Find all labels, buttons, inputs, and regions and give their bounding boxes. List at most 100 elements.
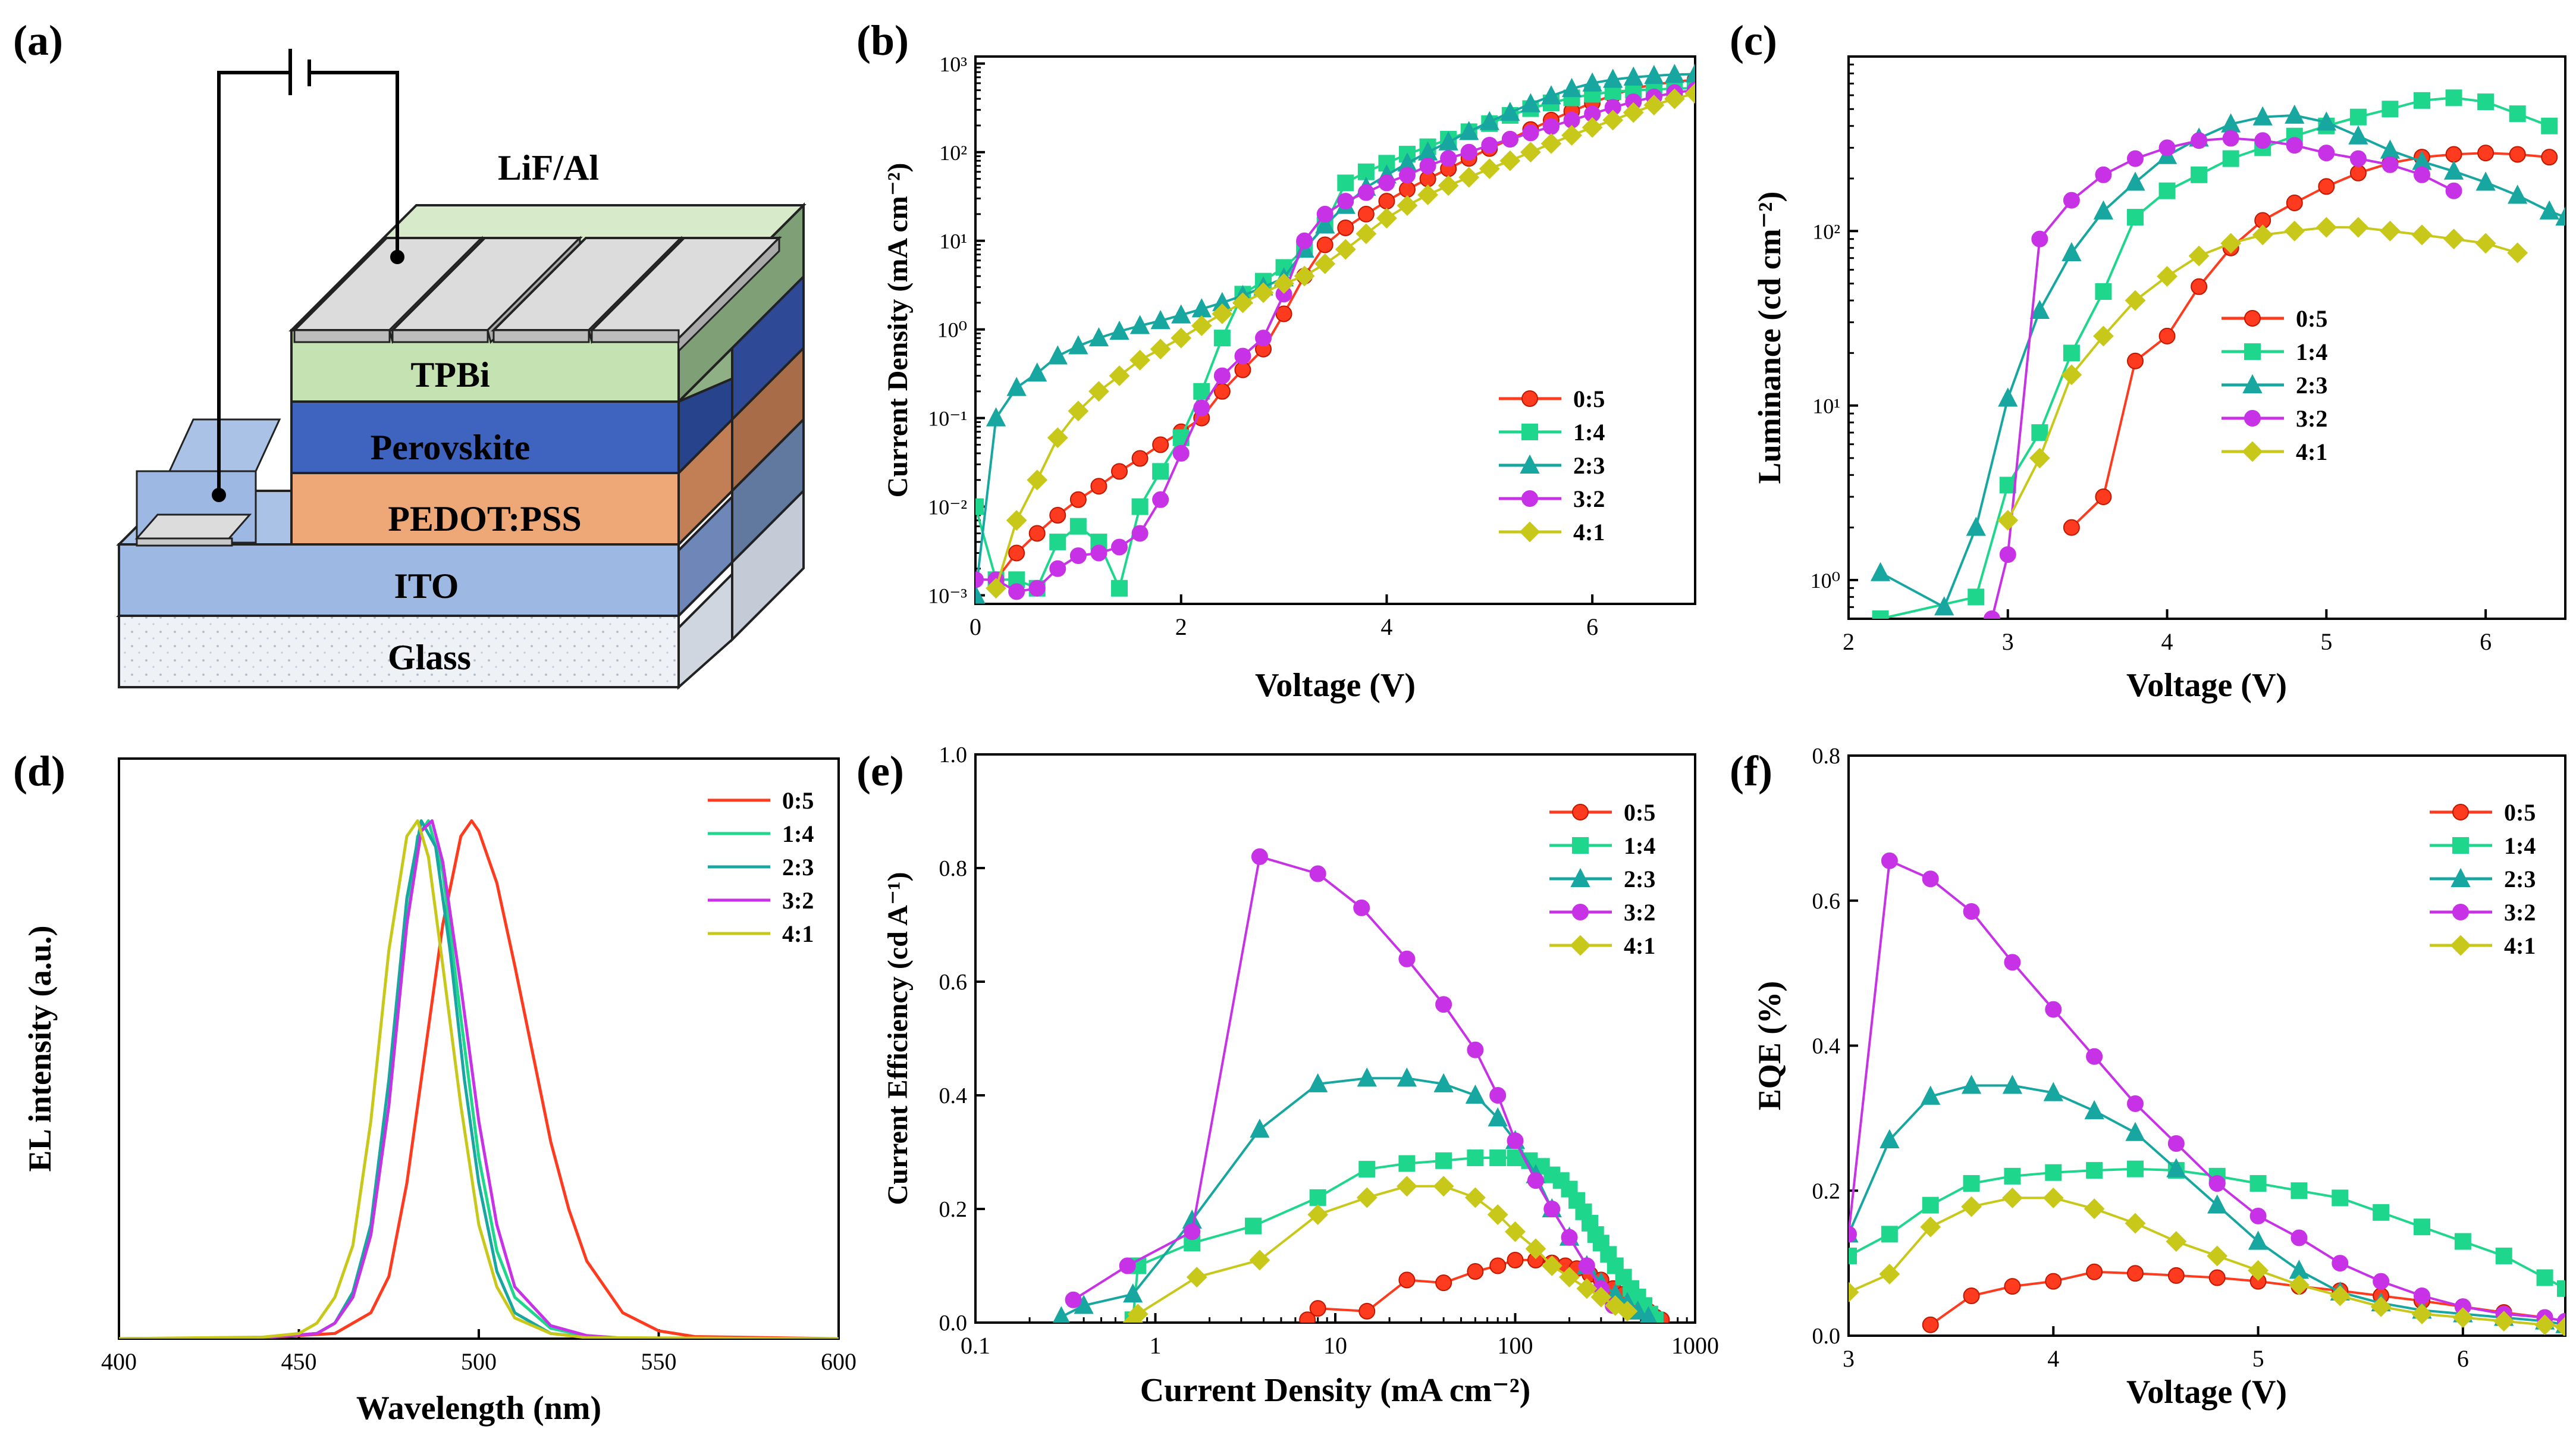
data-point-4-1 — [1186, 1267, 1207, 1288]
data-point-4-1 — [1417, 184, 1438, 205]
data-point-2-3 — [1961, 1075, 1982, 1094]
data-point-3-2 — [1357, 184, 1375, 201]
data-point-3-2 — [1337, 193, 1354, 210]
data-point-3-2 — [1467, 1041, 1484, 1058]
data-point-4-1 — [1520, 142, 1541, 163]
legend: 0:5 1:4 2:3 3:2 4:1 — [708, 787, 814, 947]
data-point-2-3 — [2539, 200, 2559, 220]
data-point-1-4 — [1968, 588, 1985, 606]
data-point-1-4 — [2557, 1280, 2565, 1297]
data-point-2-3 — [2125, 171, 2145, 191]
data-point-1-4 — [2495, 1247, 2512, 1264]
data-point-4-1 — [1559, 1267, 1580, 1288]
y-tick-label: 1.0 — [939, 743, 968, 768]
data-point-1-4 — [975, 498, 984, 515]
data-point-2-3 — [1171, 304, 1191, 324]
data-point-1-4 — [2291, 1182, 2308, 1199]
data-point-4-1 — [1617, 1301, 1638, 1322]
data-point-0-5 — [1309, 1300, 1326, 1317]
data-point-4-1 — [1525, 1238, 1546, 1260]
data-point-0-5 — [2167, 1267, 2185, 1284]
legend-label: 1:4 — [2296, 339, 2327, 365]
data-point-4-1 — [1396, 1176, 1417, 1197]
data-point-2-3 — [1870, 562, 1891, 581]
data-point-2-3 — [1921, 1085, 1941, 1105]
data-point-2-3 — [2475, 171, 2496, 191]
data-point-1-4 — [1467, 1149, 1484, 1167]
legend-marker — [2244, 343, 2261, 360]
data-point-3-2 — [1172, 444, 1190, 462]
data-point-2-3 — [975, 584, 986, 604]
data-point-2-3 — [1966, 516, 1986, 536]
legend-marker — [2452, 804, 2469, 820]
data-point-0-5 — [1131, 450, 1149, 467]
data-point-4-1 — [2207, 1245, 2228, 1267]
data-point-3-2 — [1507, 1132, 1524, 1149]
data-point-4-1 — [1356, 1187, 1378, 1208]
series-line-2-3 — [1880, 114, 2565, 609]
data-point-4-1 — [2411, 224, 2433, 246]
data-point-3-2 — [1213, 367, 1231, 384]
legend-label: 3:2 — [782, 887, 814, 914]
data-point-4-1 — [1027, 469, 1048, 491]
legend-label: 1:4 — [2504, 832, 2536, 859]
x-tick-label: 6 — [1586, 613, 1598, 640]
data-point-3-2 — [2373, 1273, 2390, 1290]
data-point-3-2 — [1353, 899, 1370, 916]
data-point-4-1 — [2380, 220, 2401, 242]
label-ito: ITO — [394, 566, 459, 606]
data-point-4-1 — [1376, 208, 1397, 229]
data-point-4-1 — [2452, 1307, 2474, 1328]
data-point-4-1 — [1433, 1176, 1454, 1197]
data-point-4-1 — [1335, 239, 1356, 260]
y-tick-label: 0.2 — [939, 1197, 968, 1222]
data-point-2-3 — [1465, 1084, 1486, 1104]
data-point-1-4 — [2382, 101, 2399, 118]
data-point-1-4 — [2127, 1160, 2144, 1177]
legend-marker — [1519, 521, 1540, 543]
data-point-4-1 — [2042, 1188, 2064, 1208]
data-point-4-1 — [1109, 365, 1130, 386]
x-axis-title: Voltage (V) — [2126, 1374, 2287, 1411]
data-point-3-2 — [2349, 150, 2367, 167]
x-tick-label: 4 — [2161, 628, 2173, 655]
series-line-0-5 — [2070, 152, 2550, 529]
data-point-1-4 — [2349, 108, 2367, 126]
y-axis-title: Current Density (mA cm⁻²) — [882, 163, 914, 498]
data-point-4-1 — [1129, 349, 1150, 371]
data-point-1-4 — [1963, 1175, 1980, 1192]
data-point-4-1 — [1273, 273, 1294, 294]
data-point-1-4 — [2086, 1162, 2103, 1179]
data-point-4-1 — [2370, 1296, 2392, 1317]
data-point-4-1 — [1487, 1204, 1508, 1225]
battery-circuit — [217, 49, 399, 494]
data-point-4-1 — [2555, 1316, 2565, 1336]
data-point-2-3 — [1250, 1119, 1270, 1138]
data-point-0-5 — [1507, 1251, 1524, 1268]
legend-label: 1:4 — [782, 820, 814, 847]
x-tick-label: 10 — [1323, 1332, 1347, 1359]
data-point-1-4 — [2332, 1189, 2349, 1207]
y-tick-label: 0.4 — [939, 1083, 968, 1108]
data-point-4-1 — [1961, 1196, 1982, 1217]
legend-marker — [2244, 410, 2261, 427]
data-point-4-1 — [1540, 133, 1562, 154]
data-point-0-5 — [1028, 525, 1046, 542]
data-point-4-1 — [1623, 102, 1644, 123]
data-point-2-3 — [1047, 345, 1068, 365]
data-point-1-4 — [1337, 174, 1354, 192]
series-line-3-2 — [1991, 137, 2455, 619]
data-point-2-3 — [2285, 104, 2305, 124]
x-axis-title: Voltage (V) — [2126, 667, 2287, 704]
x-tick-label: 2 — [1175, 613, 1187, 640]
legend-label: 3:2 — [1573, 485, 1605, 512]
x-tick-label: 0.1 — [961, 1332, 990, 1359]
data-point-1-4 — [2541, 117, 2558, 134]
data-point-4-1 — [1232, 292, 1253, 314]
data-point-3-2 — [2127, 1095, 2144, 1112]
data-point-1-4 — [2158, 182, 2176, 199]
data-point-4-1 — [2093, 325, 2114, 347]
data-point-1-4 — [1213, 330, 1231, 347]
data-point-2-3 — [1934, 596, 1954, 616]
data-point-4-1 — [2411, 1304, 2433, 1324]
